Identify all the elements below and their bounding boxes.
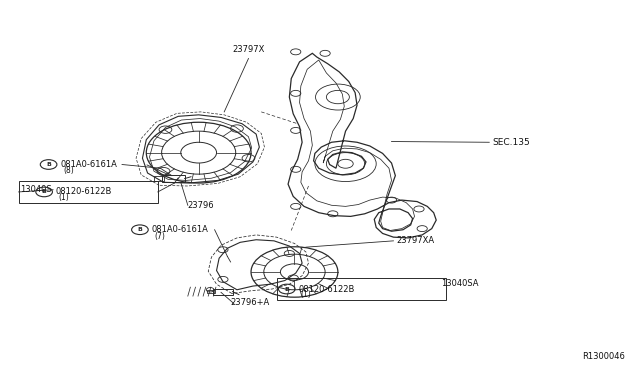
Bar [207, 290, 214, 294]
Text: 23797XA: 23797XA [397, 236, 435, 246]
Bar [162, 175, 184, 182]
Text: B: B [46, 162, 51, 167]
Text: B: B [138, 227, 142, 232]
Text: 08120-6122B: 08120-6122B [56, 187, 112, 196]
Text: R1300046: R1300046 [582, 352, 625, 361]
Bar [154, 176, 164, 181]
Text: 081A0-6161A: 081A0-6161A [152, 225, 208, 234]
Bar [19, 181, 158, 203]
Text: B: B [42, 189, 47, 195]
Bar [276, 278, 446, 300]
Text: SEC.135: SEC.135 [492, 138, 530, 147]
Text: 13040SA: 13040SA [442, 279, 479, 288]
Text: 23797X: 23797X [232, 45, 265, 54]
Text: 08120-6122B: 08120-6122B [298, 285, 355, 294]
Text: (1): (1) [301, 291, 312, 299]
Text: (7): (7) [154, 231, 165, 241]
Text: (1): (1) [58, 193, 69, 202]
Text: 081A0-6161A: 081A0-6161A [60, 160, 117, 169]
Bar [213, 289, 232, 295]
Text: 23796: 23796 [188, 201, 214, 210]
Text: 13040S: 13040S [20, 185, 51, 194]
Text: B: B [284, 286, 289, 292]
Text: 23796+A: 23796+A [230, 298, 269, 307]
Text: (8): (8) [63, 166, 74, 175]
